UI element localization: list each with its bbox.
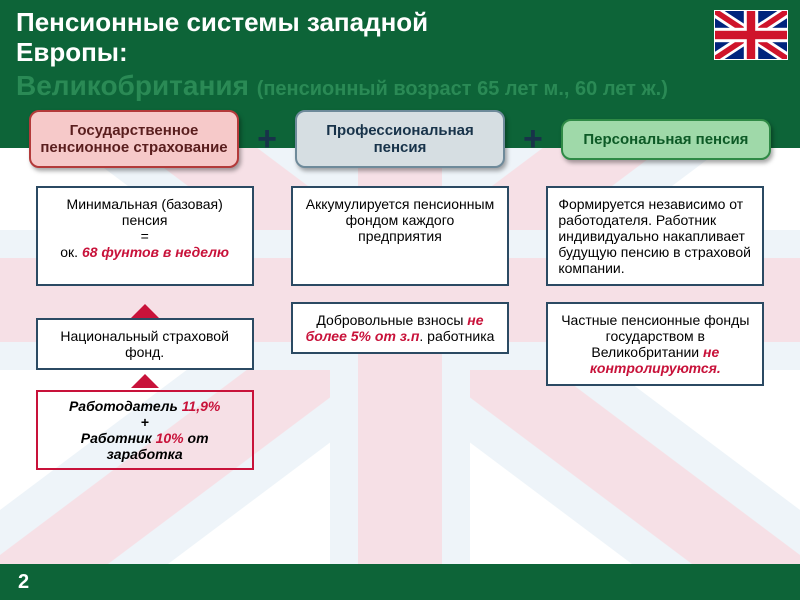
subtitle-paren: (пенсионный возраст 65 лет м., 60 лет ж.… <box>257 78 668 100</box>
pillar-personal: Персональная пенсия <box>561 119 771 160</box>
title-line2: Европы: <box>16 38 784 68</box>
box-accumulated-fund: Аккумулируется пенсионным фондом каждого… <box>291 186 509 286</box>
detail-row-1: Минимальная (базовая) пенсия = ок. 68 фу… <box>0 186 800 286</box>
diagram-content: Государственное пенсионное страхование +… <box>0 110 800 564</box>
text: Работник <box>81 430 156 446</box>
pillars-row: Государственное пенсионное страхование +… <box>0 110 800 168</box>
col-1: Национальный страховой фонд. Работодател… <box>36 302 254 470</box>
box-voluntary-contrib: Добровольные взносы не более 5% от з.п. … <box>291 302 509 354</box>
text: = <box>141 228 149 244</box>
text: Аккумулируется пенсионным фондом каждого… <box>306 196 494 244</box>
arrow-up-icon <box>131 304 159 318</box>
box-contributions: Работодатель 11,9% + Работник 10% от зар… <box>36 390 254 470</box>
detail-row-2: Национальный страховой фонд. Работодател… <box>0 302 800 470</box>
page-number: 2 <box>18 571 29 594</box>
arrow-up-icon <box>131 374 159 388</box>
text: Национальный страховой фонд. <box>60 328 229 360</box>
text: Частные пенсионные фонды государством в … <box>561 312 749 360</box>
col-2: Добровольные взносы не более 5% от з.п. … <box>291 302 509 354</box>
amount: 68 фунтов в неделю <box>82 244 229 260</box>
employer-pct: 11,9% <box>182 398 221 414</box>
col-3: Частные пенсионные фонды государством в … <box>546 302 764 386</box>
uk-flag-icon <box>714 10 788 60</box>
text: Добровольные взносы <box>316 312 467 328</box>
pillar-state-insurance: Государственное пенсионное страхование <box>29 110 239 168</box>
text: Минимальная (базовая) пенсия <box>67 196 223 228</box>
employee-pct: 10% <box>156 430 188 446</box>
plus-1: + <box>257 120 277 159</box>
pillar-professional: Профессиональная пенсия <box>295 110 505 168</box>
box-national-fund: Национальный страховой фонд. <box>36 318 254 370</box>
subtitle: Великобритания (пенсионный возраст 65 ле… <box>16 70 784 102</box>
text: Формируется независимо от работодателя. … <box>558 196 751 276</box>
slide-footer: 2 <box>0 564 800 600</box>
text: ок. <box>60 244 82 260</box>
box-independent-formation: Формируется независимо от работодателя. … <box>546 186 764 286</box>
title-line1: Пенсионные системы западной <box>16 8 784 38</box>
box-private-funds: Частные пенсионные фонды государством в … <box>546 302 764 386</box>
text: Работодатель <box>69 398 182 414</box>
box-minimum-pension: Минимальная (базовая) пенсия = ок. 68 фу… <box>36 186 254 286</box>
subtitle-text: Великобритания <box>16 70 249 101</box>
text: . работника <box>419 328 494 344</box>
text: + <box>141 414 149 430</box>
plus-2: + <box>523 120 543 159</box>
